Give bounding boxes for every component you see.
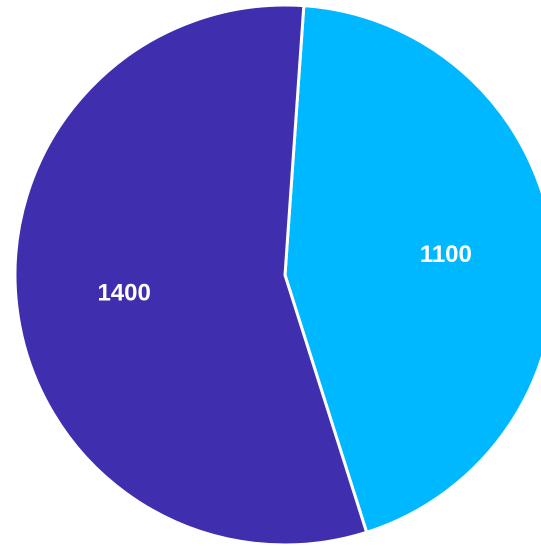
pie-slice-label: 1100 <box>420 241 472 268</box>
pie-slice-label: 1400 <box>97 280 150 307</box>
pie-slice-1100 <box>283 4 541 534</box>
pie-slice-1400 <box>13 3 369 546</box>
pie-slices <box>13 3 541 546</box>
pie-labels: 1100 1400 <box>97 241 471 306</box>
